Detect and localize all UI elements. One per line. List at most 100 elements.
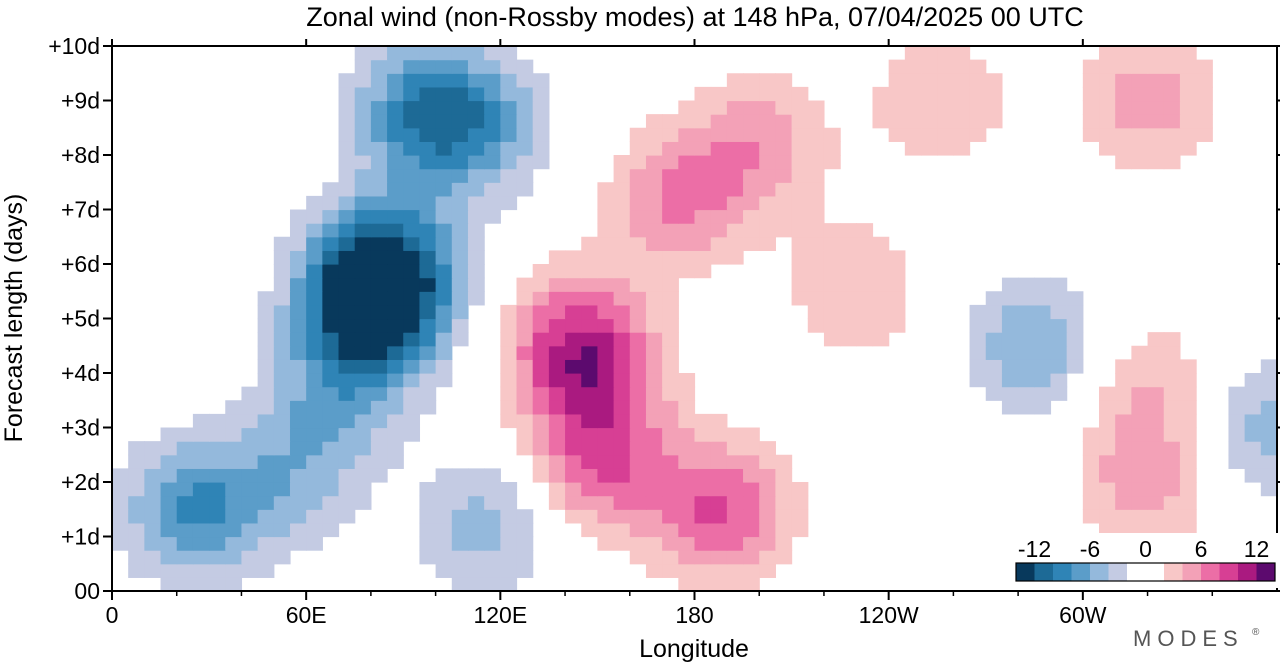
field-cell (451, 550, 469, 565)
field-cell (451, 127, 469, 142)
field-cell (1260, 454, 1277, 469)
field-cell (500, 318, 518, 333)
field-cell (1034, 318, 1052, 333)
field-cell (306, 509, 323, 524)
field-cell (273, 386, 291, 401)
field-cell (1179, 73, 1197, 88)
field-cell (1131, 73, 1149, 88)
field-cell (969, 86, 987, 102)
field-cell (1001, 332, 1019, 347)
field-cell (516, 345, 534, 360)
field-cell (1179, 386, 1197, 401)
field-cell (888, 59, 906, 74)
field-cell (1147, 46, 1165, 61)
field-cell (597, 400, 615, 415)
field-cell (807, 250, 825, 265)
field-cell (1099, 127, 1116, 142)
colorbar-swatch (1219, 563, 1239, 581)
field-cell (629, 223, 647, 238)
field-cell (241, 441, 259, 456)
field-cell (419, 59, 437, 74)
field-cell (629, 264, 647, 279)
field-cell (694, 114, 712, 129)
field-cell (144, 536, 162, 551)
field-cell (532, 73, 550, 88)
field-cell (516, 427, 534, 442)
field-cell (1244, 400, 1262, 415)
field-cell (419, 195, 437, 211)
field-cell (387, 291, 404, 306)
field-cell (225, 550, 243, 565)
field-cell (840, 264, 857, 279)
field-cell (1163, 386, 1181, 401)
field-cell (419, 373, 437, 388)
field-cell (597, 482, 615, 497)
field-cell (823, 332, 841, 347)
colorbar-swatch (1201, 563, 1220, 581)
field-cell (548, 304, 566, 320)
field-cell (775, 223, 793, 238)
field-cell (1034, 359, 1052, 374)
field-cell (823, 141, 841, 156)
field-cell (403, 236, 421, 251)
field-cell (1147, 386, 1165, 401)
field-cell (306, 413, 323, 429)
field-cell (581, 304, 599, 320)
field-cell (484, 141, 501, 156)
field-cell (370, 86, 388, 102)
field-cell (289, 373, 307, 388)
field-cell (1001, 291, 1019, 306)
field-cell (354, 318, 372, 333)
field-cell (597, 250, 615, 265)
field-cell (694, 195, 712, 211)
field-cell (306, 522, 323, 538)
field-cell (289, 482, 307, 497)
field-cell (338, 168, 356, 183)
field-cell (1131, 141, 1149, 156)
field-cell (467, 277, 485, 292)
field-cell (1147, 332, 1165, 347)
field-cell (597, 413, 615, 429)
field-cell (1244, 413, 1262, 429)
field-cell (1260, 441, 1277, 456)
field-cell (1196, 73, 1213, 88)
field-cell (645, 495, 663, 510)
field-cell (500, 332, 518, 347)
field-cell (306, 304, 323, 320)
field-cell (435, 209, 453, 224)
field-cell (613, 441, 631, 456)
field-cell (823, 155, 841, 170)
field-cell (500, 182, 518, 197)
field-cell (1115, 100, 1132, 115)
field-cell (613, 454, 631, 469)
field-cell (370, 345, 388, 360)
field-cell (435, 114, 453, 129)
field-cell (338, 318, 356, 333)
field-cell (532, 114, 550, 129)
field-cell (791, 522, 809, 538)
field-cell (387, 236, 404, 251)
field-cell (548, 413, 566, 429)
field-cell (289, 509, 307, 524)
field-cell (759, 509, 776, 524)
field-cell (775, 114, 793, 129)
y-tick-label: +4d (61, 360, 100, 386)
field-cell (370, 468, 388, 483)
field-cell (1196, 127, 1213, 142)
field-cell (241, 413, 259, 429)
field-cell (225, 413, 243, 429)
field-cell (516, 413, 534, 429)
field-cell (273, 345, 291, 360)
field-cell (1131, 400, 1149, 415)
field-cell (370, 73, 388, 88)
field-cell (1115, 454, 1132, 469)
field-cell (112, 536, 129, 551)
wind-field (112, 46, 1277, 591)
field-cell (629, 291, 647, 306)
field-cell (1099, 468, 1116, 483)
field-cell (888, 114, 906, 129)
field-cell (354, 73, 372, 88)
field-cell (1050, 277, 1068, 292)
field-cell (1147, 482, 1165, 497)
